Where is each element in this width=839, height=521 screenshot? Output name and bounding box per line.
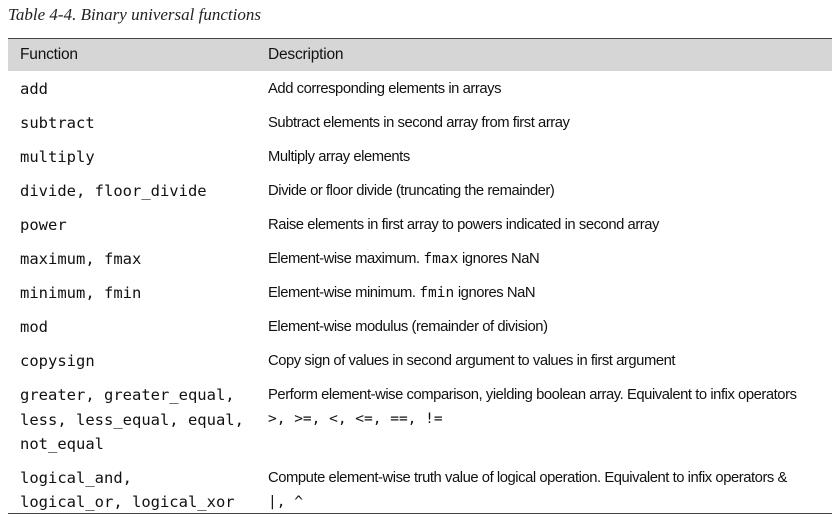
table-row: copysign Copy sign of values in second a… bbox=[8, 350, 832, 384]
function-name: divide, floor_divide bbox=[20, 182, 207, 200]
function-description: Add corresponding elements in arrays bbox=[268, 81, 502, 97]
function-description: Multiply array elements bbox=[268, 149, 410, 165]
function-name: minimum, fmin bbox=[20, 284, 142, 302]
function-description: Perform element-wise comparison, yieldin… bbox=[268, 383, 828, 431]
table-row: divide, floor_divide Divide or floor div… bbox=[8, 180, 832, 214]
table-row: add Add corresponding elements in arrays bbox=[8, 78, 832, 112]
function-description: Compute element-wise truth value of logi… bbox=[268, 466, 828, 514]
description-text: ignores NaN bbox=[454, 285, 536, 301]
table-bottom-rule bbox=[8, 513, 832, 514]
binary-ufuncs-table: Function Description add Add correspondi… bbox=[8, 38, 832, 514]
column-header-function: Function bbox=[20, 46, 78, 63]
inline-code: fmin bbox=[419, 285, 455, 301]
function-description: Subtract elements in second array from f… bbox=[268, 115, 570, 131]
column-header-description: Description bbox=[268, 46, 344, 63]
table-row: greater, greater_equal, less, less_equal… bbox=[8, 383, 832, 459]
infix-operators: |, ^ bbox=[268, 494, 303, 510]
description-text: Compute element-wise truth value of logi… bbox=[268, 470, 787, 486]
table-row: logical_and, logical_or, logical_xor Com… bbox=[8, 466, 832, 514]
function-name: multiply bbox=[20, 148, 95, 166]
function-description: Raise elements in first array to powers … bbox=[268, 217, 660, 233]
function-name: subtract bbox=[20, 114, 95, 132]
table-header: Function Description bbox=[8, 38, 832, 71]
function-name: power bbox=[20, 216, 67, 234]
function-name: mod bbox=[20, 318, 48, 336]
function-description: Element-wise minimum. fmin ignores NaN bbox=[268, 282, 828, 304]
function-name: copysign bbox=[20, 352, 95, 370]
description-text: ignores NaN bbox=[458, 251, 540, 267]
function-name: greater, greater_equal, less, less_equal… bbox=[20, 386, 244, 453]
function-description: Divide or floor divide (truncating the r… bbox=[268, 183, 555, 199]
table-row: minimum, fmin Element-wise minimum. fmin… bbox=[8, 282, 832, 316]
description-text: Element-wise maximum. bbox=[268, 251, 424, 267]
description-text: Perform element-wise comparison, yieldin… bbox=[268, 387, 797, 403]
table-row: maximum, fmax Element-wise maximum. fmax… bbox=[8, 248, 832, 282]
function-description: Copy sign of values in second argument t… bbox=[268, 353, 676, 369]
table-row: multiply Multiply array elements bbox=[8, 146, 832, 180]
table-caption: Table 4-4. Binary universal functions bbox=[8, 5, 261, 24]
inline-code: fmax bbox=[423, 251, 459, 267]
table-row: power Raise elements in first array to p… bbox=[8, 214, 832, 248]
function-description: Element-wise modulus (remainder of divis… bbox=[268, 319, 548, 335]
table-row: subtract Subtract elements in second arr… bbox=[8, 112, 832, 146]
function-name: maximum, fmax bbox=[20, 250, 142, 268]
infix-operators: >, >=, <, <=, ==, != bbox=[268, 411, 443, 427]
function-name: add bbox=[20, 80, 48, 98]
description-text: Element-wise minimum. bbox=[268, 285, 420, 301]
table-row: mod Element-wise modulus (remainder of d… bbox=[8, 316, 832, 350]
function-description: Element-wise maximum. fmax ignores NaN bbox=[268, 248, 828, 270]
function-name: logical_and, logical_or, logical_xor bbox=[20, 469, 235, 511]
